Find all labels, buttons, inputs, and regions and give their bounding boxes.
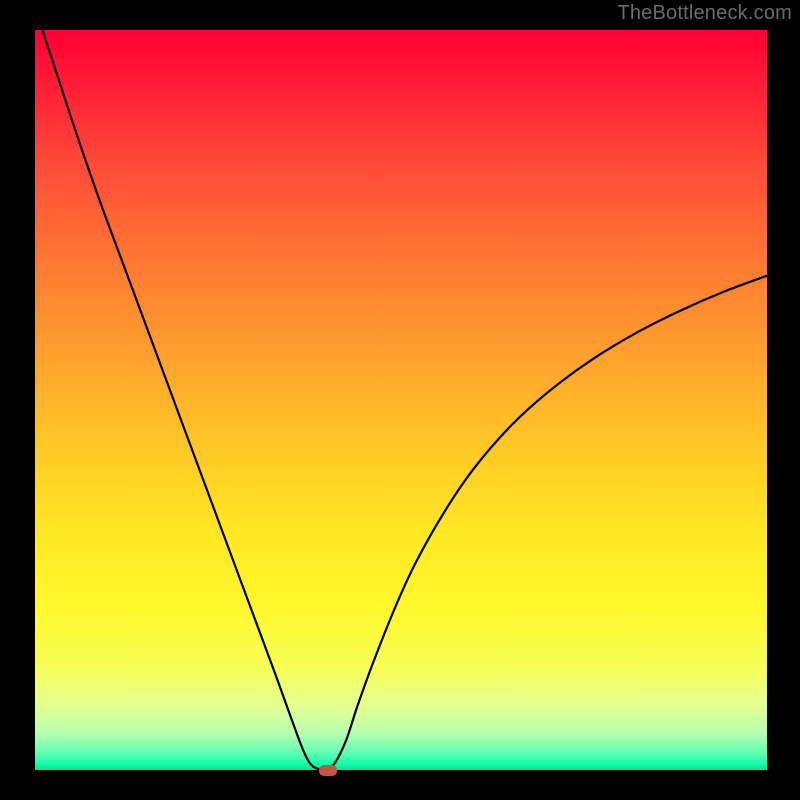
curve-path [42, 30, 767, 769]
chart-frame: TheBottleneck.com [0, 0, 800, 800]
optimal-point-marker [319, 765, 337, 776]
bottleneck-curve [35, 30, 767, 770]
plot-area [35, 30, 767, 770]
watermark-text: TheBottleneck.com [617, 2, 792, 25]
